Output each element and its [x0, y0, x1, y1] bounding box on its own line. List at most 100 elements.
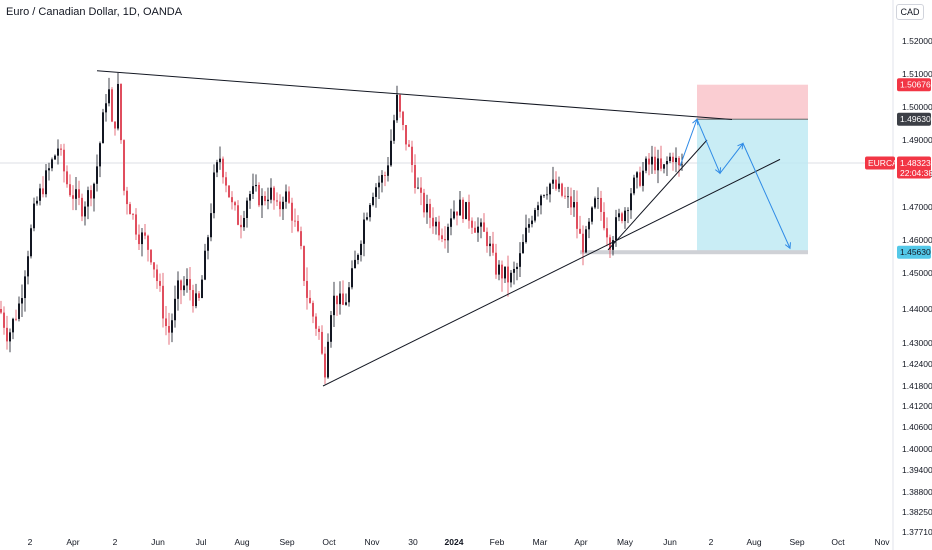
candle-body — [300, 231, 302, 247]
candle-body — [594, 198, 596, 208]
candle-body — [264, 195, 266, 202]
candle-body — [333, 295, 335, 316]
candle-body — [255, 184, 257, 187]
candle-body — [375, 187, 377, 197]
candle — [408, 140, 410, 148]
candle-body — [51, 159, 53, 169]
candle — [159, 273, 161, 292]
candle — [249, 190, 251, 209]
candle — [165, 305, 167, 336]
candle-body — [156, 269, 158, 282]
candle-body — [567, 196, 569, 198]
currency-selector[interactable]: CAD — [896, 4, 924, 20]
candle — [27, 250, 29, 285]
y-tick-label: 1.41200 — [902, 401, 932, 411]
candle — [120, 83, 122, 144]
candle — [348, 281, 350, 307]
candle — [45, 163, 47, 198]
candle-body — [96, 166, 98, 184]
candle-body — [654, 156, 656, 171]
candle — [633, 174, 635, 196]
candle — [258, 182, 260, 208]
candle-body — [615, 217, 617, 241]
candle-body — [456, 211, 458, 216]
candle — [33, 197, 35, 232]
projection-arrowhead — [692, 118, 699, 126]
y-tick-label: 1.38800 — [902, 487, 932, 497]
candle-body — [444, 239, 446, 241]
candle-body — [216, 162, 218, 173]
candle-body — [477, 226, 479, 233]
candle-body — [0, 309, 2, 313]
candle — [546, 186, 548, 200]
candle — [312, 300, 314, 324]
candle — [603, 202, 605, 231]
candle-body — [666, 161, 668, 165]
candle — [444, 226, 446, 249]
candle — [606, 217, 608, 247]
candle — [462, 197, 464, 223]
candle — [447, 223, 449, 253]
candle-body — [555, 179, 557, 189]
price-label-bg — [897, 245, 931, 259]
candle — [309, 290, 311, 304]
candle — [360, 240, 362, 262]
candle-body — [129, 204, 131, 215]
candle-body — [120, 83, 122, 141]
candle-body — [78, 189, 80, 198]
candle-body — [180, 280, 182, 291]
candle — [174, 285, 176, 328]
price-label-bg — [897, 78, 931, 92]
candle-body — [636, 172, 638, 178]
candle — [126, 186, 128, 215]
candle — [72, 185, 74, 211]
bar-countdown-label: 22:04:38 — [900, 168, 932, 178]
y-tick-label: 1.51000 — [902, 69, 932, 79]
candle — [267, 187, 269, 210]
candle-body — [159, 281, 161, 286]
candle — [564, 187, 566, 200]
candle-body — [363, 219, 365, 244]
candle — [201, 275, 203, 299]
candle — [255, 174, 257, 192]
candle-body — [489, 243, 491, 247]
candle — [105, 93, 107, 122]
candle-body — [639, 172, 641, 186]
candle — [627, 207, 629, 224]
candle — [108, 77, 110, 107]
candle-body — [102, 112, 104, 144]
candle-body — [99, 143, 101, 167]
candle — [336, 295, 338, 316]
y-tick-label: 1.40000 — [902, 444, 932, 454]
y-tick-label: 1.42400 — [902, 359, 932, 369]
candle — [222, 156, 224, 184]
candle — [114, 121, 116, 136]
candle-body — [69, 184, 71, 196]
candle — [534, 207, 536, 223]
candle — [117, 72, 119, 131]
candle — [543, 194, 545, 198]
candle — [651, 145, 653, 174]
candle-body — [426, 203, 428, 213]
y-tick-label: 1.49000 — [902, 135, 932, 145]
candle-body — [15, 318, 17, 320]
candle-body — [519, 253, 521, 267]
candle-body — [573, 202, 575, 208]
candle-body — [321, 331, 323, 354]
candle-body — [558, 183, 560, 189]
candle — [516, 262, 518, 281]
candle — [429, 198, 431, 229]
candle — [519, 242, 521, 278]
candle-body — [399, 94, 401, 112]
candle-body — [294, 220, 296, 222]
candle — [477, 217, 479, 242]
candle — [495, 243, 497, 279]
candle — [342, 280, 344, 306]
candle-body — [279, 201, 281, 210]
candle — [183, 276, 185, 296]
candle — [141, 227, 143, 257]
candle-body — [252, 186, 254, 194]
candle — [621, 211, 623, 224]
